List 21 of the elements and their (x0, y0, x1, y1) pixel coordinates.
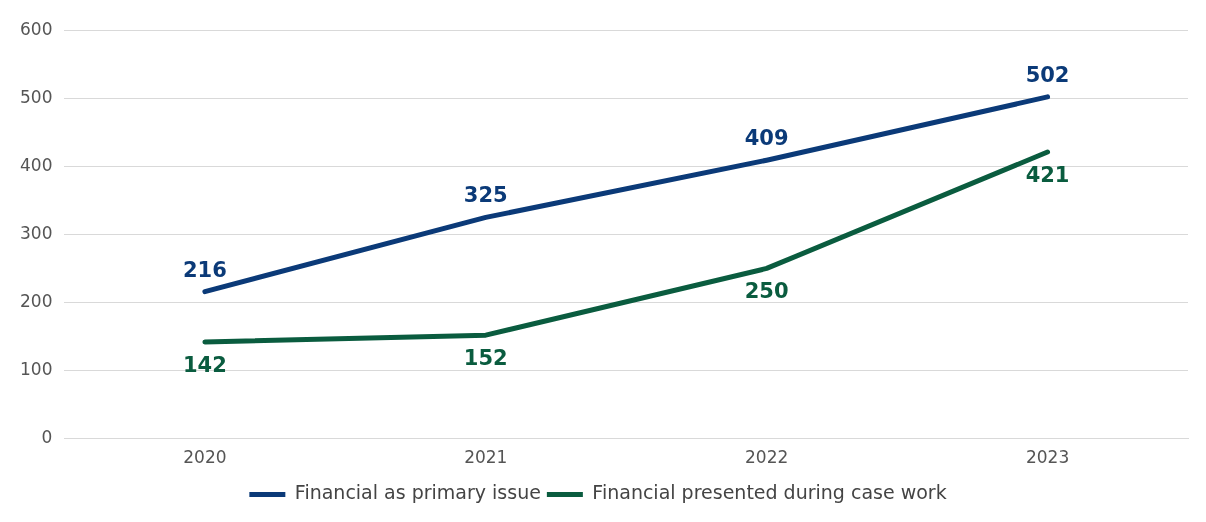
y-tick-label: 600 (19, 18, 53, 39)
data-label: 409 (744, 126, 789, 151)
data-label: 152 (463, 346, 508, 371)
x-tick-label: 2022 (745, 447, 789, 468)
y-tick-label: 500 (19, 86, 53, 107)
y-tick-label: 200 (19, 290, 53, 311)
legend-label: Financial presented during case work (592, 481, 947, 504)
x-tick-label: 2021 (464, 447, 508, 468)
data-label: 421 (1025, 162, 1070, 187)
data-label: 250 (744, 279, 789, 304)
x-tick-label: 2023 (1025, 447, 1070, 468)
y-tick-label: 100 (19, 358, 53, 379)
y-tick-label: 400 (19, 154, 53, 175)
x-tick-label: 2020 (183, 447, 227, 468)
data-label: 325 (463, 183, 508, 208)
y-tick-label: 300 (19, 222, 53, 243)
legend-label: Financial as primary issue (294, 481, 541, 504)
data-label: 216 (182, 257, 227, 282)
data-label: 142 (182, 352, 227, 377)
data-label: 502 (1025, 62, 1070, 87)
y-tick-label: 0 (41, 427, 53, 448)
